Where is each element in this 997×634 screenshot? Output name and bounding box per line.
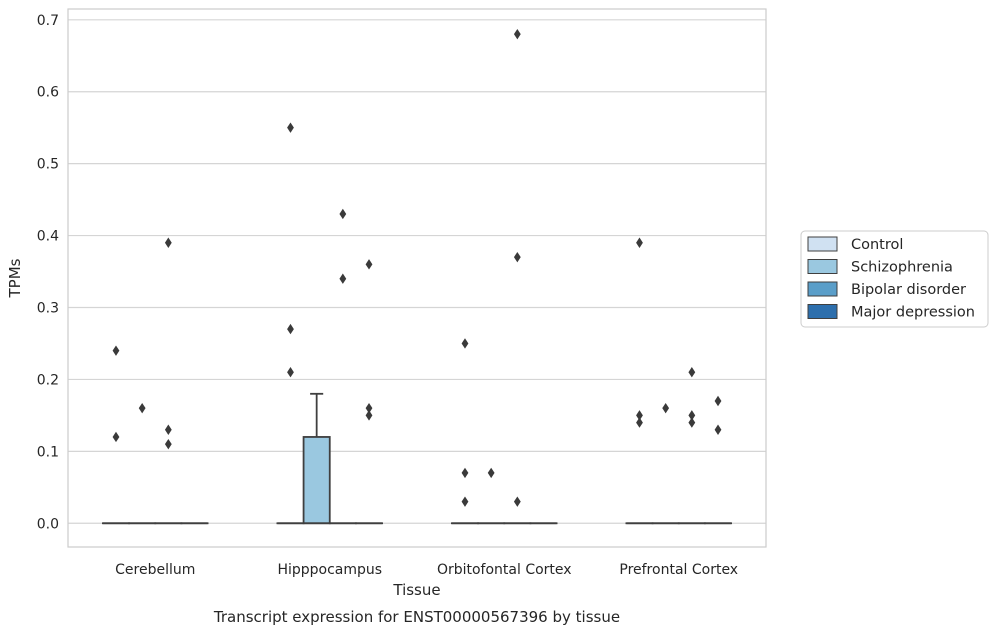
outlier-point [636,410,643,421]
grid-lines [68,19,766,524]
outlier-point [461,496,469,507]
y-tick-labels: 0.0 0.1 0.2 0.3 0.4 0.5 0.6 0.7 [37,13,59,532]
x-tick-label: Prefrontal Cortex [619,562,738,578]
outlier-point [164,237,172,248]
outlier-point [636,237,643,248]
x-tick-labels: Cerebellum Hipppocampus Orbitofontal Corte… [115,562,738,578]
outlier-point [365,402,373,414]
x-axis-label: Tissue [392,581,440,599]
outlier-point [688,367,696,378]
outlier-point [365,410,373,421]
outlier-point [164,424,172,435]
outlier-point [636,417,643,428]
legend-label: Major depression [851,305,975,321]
y-tick-label: 0.1 [37,444,59,460]
y-tick-label: 0.6 [37,85,59,101]
outlier-point [287,122,294,133]
outlier-point [112,431,120,443]
boxes [102,392,732,525]
x-tick-label: Cerebellum [115,562,195,578]
legend-swatch [807,236,838,252]
x-tick-label: Hipppocampus [277,562,382,578]
outlier-point [487,467,495,479]
y-axis-label: TPMs [6,258,24,298]
y-tick-label: 0.4 [37,229,59,245]
y-tick-label: 0.0 [37,516,59,532]
outlier-point [513,28,521,40]
y-tick-label: 0.2 [37,372,59,388]
box [302,436,331,525]
outlier-point [287,367,294,378]
legend-label: Bipolar disorder [851,282,966,298]
outlier-point [112,345,120,356]
x-tick-label: Orbitofontal Cortex [437,562,572,578]
outlier-point [688,410,696,421]
outliers [112,28,722,507]
legend: Control Schizophrenia Bipolar disorder Majo… [800,230,989,328]
plot-frame [67,8,767,548]
outlier-point [164,438,172,450]
legend-frame [800,230,989,328]
outlier-point [688,417,696,428]
outlier-point [513,251,521,263]
legend-swatch [807,281,838,297]
outlier-point [365,259,373,270]
outlier-point [513,496,521,507]
outlier-point [287,323,294,335]
y-tick-label: 0.3 [37,300,59,316]
legend-label: Control [851,237,903,253]
legend-swatch [807,259,838,274]
outlier-point [461,467,469,479]
legend-swatch [807,304,838,319]
outlier-point [714,395,722,407]
outlier-point [339,273,347,284]
outlier-point [662,402,670,414]
outlier-point [714,424,722,435]
y-tick-label: 0.7 [37,13,59,29]
outlier-point [339,208,347,220]
chart-caption: Transcript expression for ENST0000056739… [213,608,620,626]
outlier-point [138,402,146,414]
legend-label: Schizophrenia [851,260,953,276]
outlier-point [461,338,469,349]
y-tick-label: 0.5 [37,157,59,173]
